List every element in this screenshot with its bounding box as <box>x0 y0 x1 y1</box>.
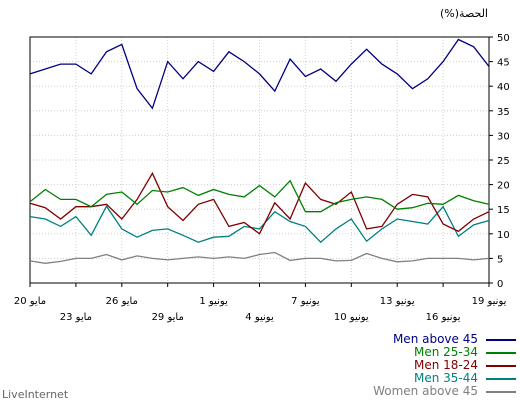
series-line-men-above-45 <box>29 38 490 110</box>
legend-swatch <box>486 351 516 354</box>
legend-swatch <box>486 377 516 380</box>
legend-item-men-18-24: Men 18-24 <box>276 359 516 372</box>
legend-label: Men 35-44 <box>413 371 478 385</box>
y-axis-title: (%)الحصة <box>440 7 488 20</box>
legend: Men above 45 Men 25-34 Men 18-24 Men 35-… <box>276 333 516 398</box>
y-tick-label: 50 <box>497 33 510 44</box>
legend-label: Men 25-34 <box>413 345 478 359</box>
legend-swatch <box>486 390 516 393</box>
y-tick-label: 5 <box>497 254 503 265</box>
legend-label: Men 18-24 <box>413 358 478 372</box>
legend-swatch <box>486 338 516 341</box>
x-tick-label: 10 يونيو <box>334 312 369 323</box>
series-layer <box>29 38 490 264</box>
y-tick-label: 0 <box>497 279 503 290</box>
series-line-men-35-44 <box>29 204 490 244</box>
x-tick-label: 4 يونيو <box>245 312 274 323</box>
y-tick-label: 40 <box>497 82 510 93</box>
legend-item-men-above-45: Men above 45 <box>276 333 516 346</box>
legend-item-women-above-45: Women above 45 <box>276 385 516 398</box>
x-tick-label: 19 يونيو <box>472 296 507 307</box>
legend-item-men-35-44: Men 35-44 <box>276 372 516 385</box>
x-tick-label: 7 يونيو <box>291 296 320 307</box>
x-tick-label: 13 يونيو <box>380 296 415 307</box>
legend-item-men-25-34: Men 25-34 <box>276 346 516 359</box>
x-axis: 19 يونيو 16 يونيو 13 يونيو 10 يونيو 7 يونيو 4… <box>14 283 507 323</box>
chart: 0 5 10 15 20 25 30 35 40 45 50 19 يونيو 16 يونيو 13 … <box>14 7 510 323</box>
legend-swatch <box>486 364 516 367</box>
brand-footer: LiveInternet <box>2 388 69 401</box>
legend-label: Men above 45 <box>392 332 478 346</box>
y-tick-label: 35 <box>497 107 510 118</box>
y-axis: 0 5 10 15 20 25 30 35 40 45 50 <box>489 33 510 290</box>
y-tick-label: 30 <box>497 131 510 142</box>
y-tick-label: 10 <box>497 230 510 241</box>
y-tick-label: 45 <box>497 58 510 69</box>
legend-label: Women above 45 <box>373 384 478 398</box>
y-tick-label: 15 <box>497 205 510 216</box>
x-tick-label: 26 مايو <box>106 296 138 307</box>
y-tick-label: 20 <box>497 181 510 192</box>
series-line-men-18-24 <box>29 171 490 235</box>
series-line-women-above-45 <box>29 251 490 264</box>
x-tick-label: 20 مايو <box>14 296 46 307</box>
x-tick-label: 16 يونيو <box>426 312 461 323</box>
y-tick-label: 25 <box>497 156 510 167</box>
x-tick-label: 1 يونيو <box>199 296 228 307</box>
x-tick-label: 29 مايو <box>152 312 184 323</box>
x-tick-label: 23 مايو <box>60 312 92 323</box>
series-line-men-25-34 <box>29 179 490 213</box>
